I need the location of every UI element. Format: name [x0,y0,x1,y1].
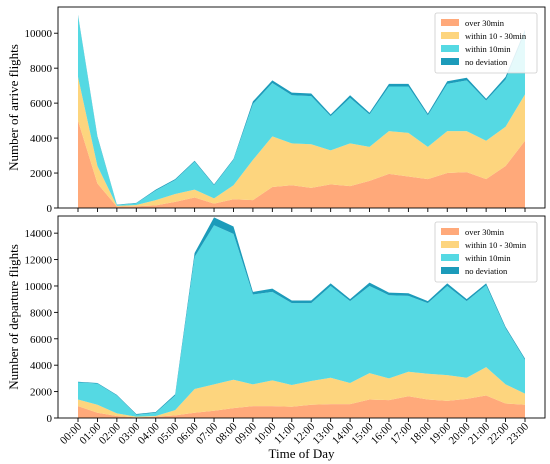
data-point [369,282,370,283]
data-point [447,283,448,284]
data-point [213,184,214,185]
legend-box [434,221,538,283]
legend-swatch [441,32,459,39]
legend-swatch [441,267,459,274]
y-tick-label: 4000 [30,133,53,145]
data-point [330,283,331,284]
chart-panel-1: 0 2000 4000 6000 8000 10000 Number of arrive f… [6,6,546,215]
data-point [155,411,156,412]
chart-panel-2: 0200040006000800010000120001400000:0001:… [6,215,546,461]
data-point [213,217,214,218]
data-point [427,301,428,302]
x-axis-label: Time of Day [269,446,335,461]
series-area-1 [78,395,525,418]
data-point [311,300,312,301]
y-tick-label: 0 [47,413,53,425]
legend-label: no deviation [465,57,508,67]
data-point [369,112,370,113]
data-point [524,358,525,359]
legend: over 30min within 10 - 30min within 10min n… [434,221,538,283]
data-point [233,226,234,227]
data-point [77,14,78,15]
legend-label: within 10min [465,44,511,54]
data-point [136,202,137,203]
data-point [349,299,350,300]
y-tick-label: 2000 [30,168,53,180]
plot-frame [57,215,546,419]
legend-label: no deviation [465,266,508,276]
series-area-2 [78,367,525,418]
data-point [155,189,156,190]
legend: over 30min within 10 - 30min within 10min n… [434,12,538,74]
legend-swatch [441,45,459,52]
y-axis-label: Number of arrive flights [6,44,21,171]
data-point [466,299,467,300]
y-tick-label: 4000 [30,360,53,372]
data-point [427,113,428,114]
legend-swatch [441,228,459,235]
data-point [272,80,273,81]
data-point [272,288,273,289]
data-point [194,160,195,161]
y-tick-label: 0 [47,203,53,215]
series-area-3 [78,15,525,206]
data-point [77,381,78,382]
series-area-2 [78,76,525,207]
data-point [291,92,292,93]
series-area-1 [78,120,525,208]
data-point [447,81,448,82]
data-point [233,158,234,159]
legend-swatch [441,241,459,248]
data-point [252,101,253,102]
data-point [116,394,117,395]
data-point [291,300,292,301]
y-tick-label: 8000 [30,63,53,75]
data-point [388,83,389,84]
y-axis-label: Number of departure flights [6,244,21,389]
data-point [97,136,98,137]
y-tick-label: 14000 [25,228,53,240]
data-point [388,292,389,293]
data-point [349,95,350,96]
y-tick-label: 6000 [30,98,53,110]
y-tick-label: 12000 [25,255,53,267]
legend-label: over 30min [465,18,505,28]
legend-label: within 10 - 30min [465,240,527,250]
legend-label: within 10 - 30min [465,31,527,41]
data-point [486,98,487,99]
legend-label: within 10min [465,253,511,263]
data-point [311,93,312,94]
legend-swatch [441,19,459,26]
plot-frame [57,6,546,209]
data-point [136,413,137,414]
y-tick-label: 8000 [30,307,53,319]
legend-swatch [441,58,459,65]
data-point [97,382,98,383]
data-point [466,77,467,78]
data-point [486,283,487,284]
series-area-3 [78,225,525,417]
y-tick-label: 10000 [25,28,53,40]
legend-box [434,12,538,74]
y-tick-label: 10000 [25,281,53,293]
data-point [408,83,409,84]
data-point [252,291,253,292]
data-point [175,394,176,395]
data-point [408,293,409,294]
y-tick-label: 6000 [30,334,53,346]
data-point [194,252,195,253]
data-point [505,76,506,77]
data-point [505,326,506,327]
x-tick-label: 10:00 [252,420,279,447]
x-tick-label: 23:00 [505,420,532,447]
data-point [116,204,117,205]
data-point [175,179,176,180]
data-point [330,114,331,115]
legend-label: over 30min [465,227,505,237]
legend-swatch [441,254,459,261]
y-tick-label: 2000 [30,387,53,399]
